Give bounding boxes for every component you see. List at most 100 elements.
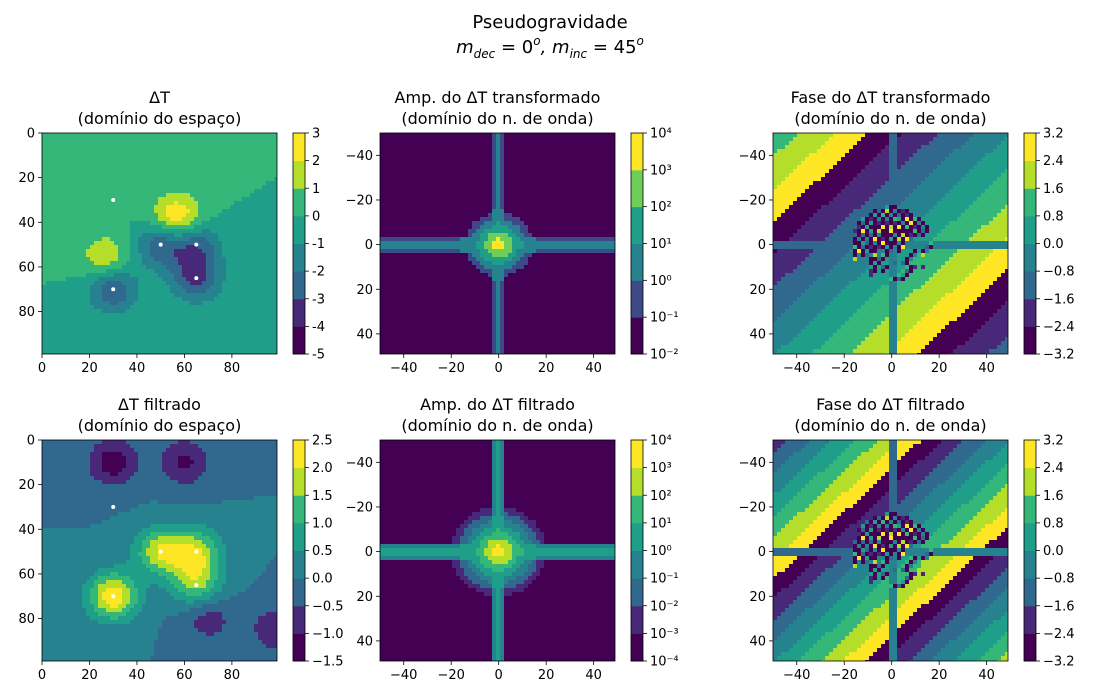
heatmap-cell [412, 173, 417, 178]
heatmap-cell [508, 137, 513, 142]
heatmap-cell [106, 209, 111, 214]
colorbar-tick-label: 1 [312, 182, 320, 197]
heatmap-cell [102, 305, 107, 310]
heatmap-cell [528, 205, 533, 210]
heatmap-cell [190, 153, 195, 158]
heatmap-cell [218, 173, 223, 178]
heatmap-cell [504, 209, 509, 214]
heatmap-cell [42, 329, 47, 334]
heatmap-cell [126, 233, 131, 238]
heatmap-cell [480, 169, 485, 174]
heatmap-cell [114, 349, 119, 354]
heatmap-cell [198, 317, 203, 322]
heatmap-cell [392, 141, 397, 146]
heatmap-cell [46, 229, 51, 234]
heatmap-cell [170, 301, 175, 306]
heatmap-cell [604, 213, 609, 218]
heatmap-cell [98, 189, 103, 194]
heatmap-cell [110, 133, 115, 138]
heatmap-cell [396, 225, 401, 230]
heatmap-cell [198, 281, 203, 286]
heatmap-cell [190, 349, 195, 354]
heatmap-cell [46, 241, 51, 246]
heatmap-cell [576, 233, 581, 238]
heatmap-cell [600, 149, 605, 154]
heatmap-cell [90, 189, 95, 194]
heatmap-cell [202, 301, 207, 306]
heatmap-cell [98, 161, 103, 166]
heatmap-cell [608, 217, 613, 222]
heatmap-cell [548, 225, 553, 230]
heatmap-cell [190, 341, 195, 346]
heatmap-cell [266, 177, 271, 182]
heatmap-cell [86, 233, 91, 238]
heatmap-cell [452, 157, 457, 162]
heatmap-cell [170, 313, 175, 318]
heatmap-cell [488, 137, 493, 142]
heatmap-cell [552, 197, 557, 202]
heatmap-cell [250, 261, 255, 266]
heatmap-cell [222, 325, 227, 330]
heatmap-cell [504, 165, 509, 170]
heatmap-cell [572, 173, 577, 178]
heatmap-cell [250, 273, 255, 278]
heatmap-cell [396, 213, 401, 218]
heatmap-cell [484, 201, 489, 206]
heatmap-cell [564, 193, 569, 198]
heatmap-cell [568, 141, 573, 146]
heatmap-cell [154, 309, 159, 314]
heatmap-cell [154, 289, 159, 294]
heatmap-cell [488, 217, 493, 222]
heatmap-cell [612, 161, 615, 166]
heatmap-cell [242, 253, 247, 258]
heatmap-cell [564, 205, 569, 210]
heatmap-cell [524, 197, 529, 202]
heatmap-cell [584, 149, 589, 154]
heatmap-cell [102, 185, 107, 190]
heatmap-cell [214, 261, 219, 266]
heatmap-cell [218, 253, 223, 258]
heatmap-cell [42, 193, 47, 198]
heatmap-cell [90, 209, 95, 214]
heatmap-cell [114, 217, 119, 222]
heatmap-cell [270, 245, 275, 250]
heatmap-cell [74, 185, 79, 190]
heatmap-cell [210, 145, 215, 150]
heatmap-cell [604, 185, 609, 190]
heatmap-cell [580, 153, 585, 158]
heatmap-cell [170, 297, 175, 302]
heatmap-cell [428, 237, 433, 242]
heatmap-cell [106, 229, 111, 234]
heatmap-cell [412, 181, 417, 186]
heatmap-cell [54, 257, 59, 262]
heatmap-cell [230, 181, 235, 186]
heatmap-cell [516, 169, 521, 174]
heatmap-cell [460, 149, 465, 154]
heatmap-cell [134, 261, 139, 266]
heatmap-cell [74, 241, 79, 246]
heatmap-cell [242, 277, 247, 282]
heatmap-cell [412, 233, 417, 238]
heatmap-cell [182, 205, 187, 210]
heatmap-cell [134, 173, 139, 178]
heatmap-cell [536, 185, 541, 190]
heatmap-cell [46, 221, 51, 226]
heatmap-cell [142, 189, 147, 194]
heatmap-cell [596, 209, 601, 214]
heatmap-cell [548, 221, 553, 226]
heatmap-cell [106, 153, 111, 158]
heatmap-cell [42, 133, 47, 138]
heatmap-cell [266, 345, 271, 350]
heatmap-cell [98, 353, 103, 354]
heatmap-cell [468, 141, 473, 146]
heatmap-cell [98, 349, 103, 354]
heatmap-cell [520, 189, 525, 194]
heatmap-cell [508, 153, 513, 158]
heatmap-cell [532, 225, 537, 230]
heatmap-cell [396, 197, 401, 202]
heatmap-cell [66, 141, 71, 146]
heatmap-cell [420, 169, 425, 174]
heatmap-cell [74, 221, 79, 226]
heatmap-cell [138, 181, 143, 186]
heatmap-cell [162, 345, 167, 350]
